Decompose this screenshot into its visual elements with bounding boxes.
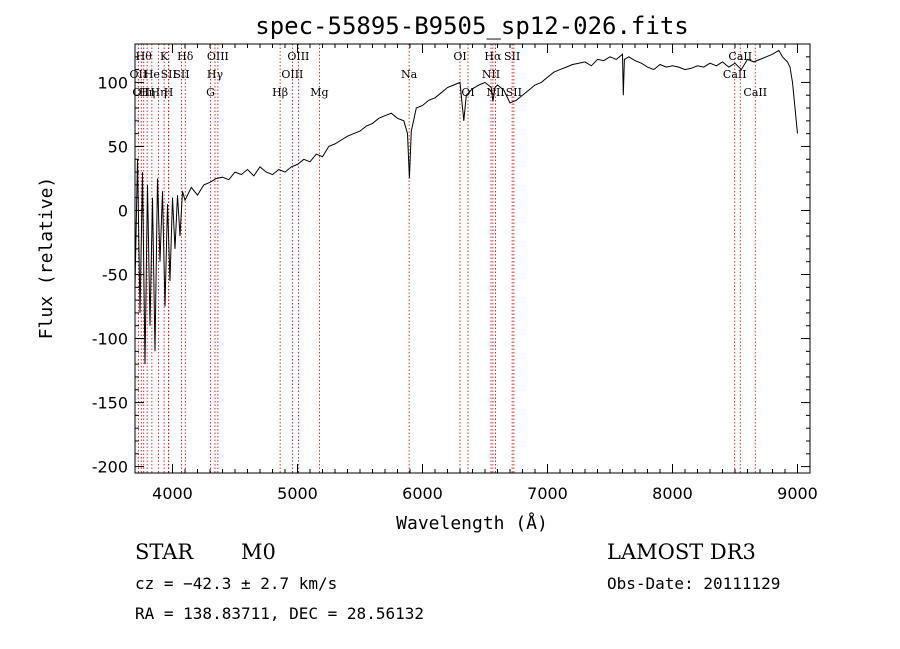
line-marker-label: OI bbox=[461, 86, 474, 99]
line-marker-label: G bbox=[206, 86, 215, 99]
x-tick-label: 4000 bbox=[152, 484, 193, 503]
spectrum-line bbox=[134, 49, 798, 365]
x-axis-label: Wavelength (Å) bbox=[396, 512, 548, 534]
redshift-text: cz = −42.3 ± 2.7 km/s bbox=[135, 574, 338, 593]
y-tick-label: -50 bbox=[102, 266, 128, 285]
line-marker-label: SII bbox=[506, 86, 522, 99]
line-marker-label: OIII bbox=[281, 68, 303, 81]
y-tick-label: -100 bbox=[92, 330, 128, 349]
line-marker-label: OII bbox=[132, 86, 150, 99]
line-marker-label: OI bbox=[453, 50, 466, 63]
y-tick-label: -200 bbox=[92, 458, 128, 477]
y-tick-label: 0 bbox=[118, 201, 128, 220]
line-marker-label: Hγ bbox=[207, 68, 224, 81]
x-tick-label: 5000 bbox=[277, 484, 318, 503]
survey-name: LAMOST DR3 bbox=[607, 540, 756, 564]
object-class: STAR bbox=[135, 540, 194, 564]
line-marker-label: SII bbox=[161, 68, 177, 81]
x-tick-label: 6000 bbox=[402, 484, 443, 503]
line-marker-label: OIII bbox=[287, 50, 309, 63]
chart-title: spec-55895-B9505_sp12-026.fits bbox=[255, 12, 688, 40]
line-marker-label: Hη bbox=[151, 86, 167, 99]
line-marker-label: H bbox=[164, 86, 174, 99]
line-marker-label: Hβ bbox=[272, 86, 288, 99]
line-marker-label: SII bbox=[173, 68, 189, 81]
obs-date: Obs-Date: 20111129 bbox=[607, 574, 781, 593]
coordinates: RA = 138.83711, DEC = 28.56132 bbox=[135, 604, 424, 623]
line-marker-label: K bbox=[160, 50, 169, 63]
x-tick-label: 8000 bbox=[652, 484, 693, 503]
y-tick-label: 50 bbox=[108, 137, 128, 156]
line-marker-label: Hη bbox=[139, 86, 155, 99]
line-marker-label: SII bbox=[504, 50, 520, 63]
y-axis-label: Flux (relative) bbox=[36, 177, 57, 340]
line-marker-label: CaII bbox=[723, 68, 747, 81]
line-marker-label: Hδ bbox=[177, 50, 194, 63]
line-marker-label: NII bbox=[486, 86, 504, 99]
line-marker-label: Hθ bbox=[136, 50, 153, 63]
line-marker-label: OII bbox=[130, 68, 148, 81]
line-marker-label: OIII bbox=[207, 50, 229, 63]
x-tick-label: 7000 bbox=[527, 484, 568, 503]
line-marker-label: NII bbox=[482, 68, 500, 81]
line-marker-label: He bbox=[144, 68, 160, 81]
x-tick-label: 9000 bbox=[777, 484, 818, 503]
line-marker-label: Mg bbox=[310, 86, 328, 99]
line-marker-label: Na bbox=[401, 68, 418, 81]
spectrum-chart: spec-55895-B9505_sp12-026.fits OII OII Hθ H… bbox=[36, 12, 818, 534]
y-tick-label: 100 bbox=[97, 73, 128, 92]
line-marker-label: Hα bbox=[484, 50, 502, 63]
plot-frame bbox=[134, 43, 811, 474]
object-subclass: M0 bbox=[241, 540, 276, 564]
line-marker-label: CaII bbox=[728, 50, 752, 63]
y-tick-label: -150 bbox=[92, 394, 128, 413]
line-marker-label: CaII bbox=[743, 86, 767, 99]
